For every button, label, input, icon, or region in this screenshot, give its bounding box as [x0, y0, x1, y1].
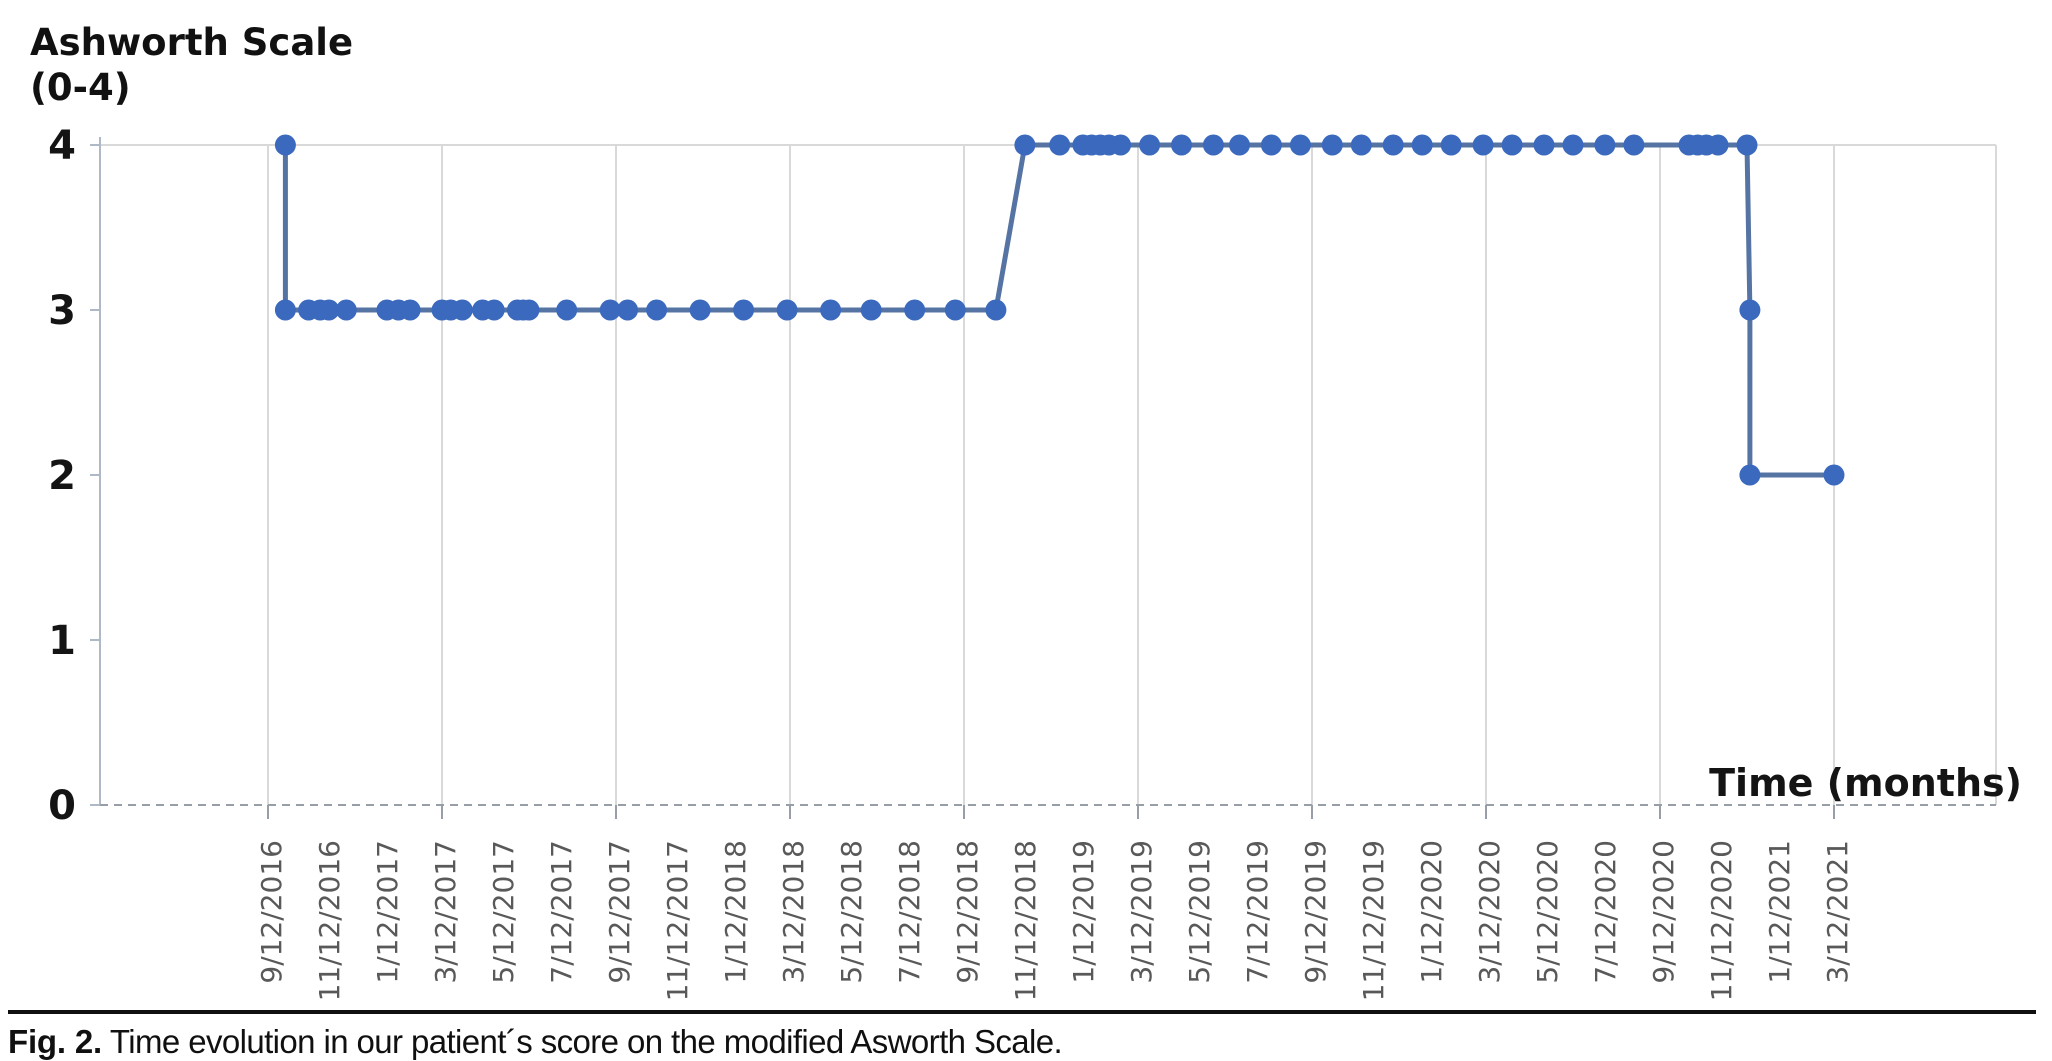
- y-tick-label: 2: [48, 453, 76, 499]
- x-tick-label: 1/12/2017: [371, 840, 404, 984]
- data-point: [274, 299, 296, 321]
- data-point: [1623, 134, 1645, 156]
- x-tick-label: 3/12/2020: [1473, 840, 1506, 984]
- x-axis-title: Time (months): [1709, 761, 2022, 805]
- data-point: [599, 299, 621, 321]
- data-point: [1533, 134, 1555, 156]
- x-tick-label: 7/12/2019: [1241, 840, 1274, 984]
- x-tick-label: 7/12/2020: [1589, 840, 1622, 984]
- x-tick-label: 11/12/2016: [313, 840, 346, 1001]
- data-point: [1707, 134, 1729, 156]
- x-tick-label: 3/12/2019: [1125, 840, 1158, 984]
- x-tick-label: 1/12/2018: [719, 840, 752, 984]
- data-point: [985, 299, 1007, 321]
- data-point: [1739, 299, 1761, 321]
- data-point: [1382, 134, 1404, 156]
- figure-caption-label: Fig. 2.: [8, 1023, 102, 1060]
- y-axis-title-line2: (0-4): [30, 66, 131, 109]
- data-point: [1594, 134, 1616, 156]
- x-tick-label: 7/12/2017: [545, 840, 578, 984]
- data-point: [1014, 134, 1036, 156]
- x-tick-label: 7/12/2018: [893, 840, 926, 984]
- data-point: [1472, 134, 1494, 156]
- x-tick-label: 3/12/2018: [777, 840, 810, 984]
- data-point: [1350, 134, 1372, 156]
- x-tick-label: 1/12/2021: [1763, 840, 1796, 984]
- data-point: [1289, 134, 1311, 156]
- data-point: [1501, 134, 1523, 156]
- y-axis-title-line1: Ashworth Scale: [30, 21, 354, 64]
- data-point: [451, 299, 473, 321]
- x-tick-label: 11/12/2020: [1705, 840, 1738, 1001]
- data-point: [1440, 134, 1462, 156]
- data-point: [1411, 134, 1433, 156]
- x-tick-label: 5/12/2020: [1531, 840, 1564, 984]
- data-point: [904, 299, 926, 321]
- data-point: [646, 299, 668, 321]
- x-tick-label: 9/12/2020: [1647, 840, 1680, 984]
- y-tick-label: 3: [48, 288, 76, 334]
- data-point: [617, 299, 639, 321]
- data-point: [860, 299, 882, 321]
- data-point: [1202, 134, 1224, 156]
- data-point: [1321, 134, 1343, 156]
- figure-caption: Fig. 2. Time evolution in our patient´s …: [8, 1010, 2036, 1061]
- data-point: [1139, 134, 1161, 156]
- data-point: [1171, 134, 1192, 156]
- x-tick-label: 9/12/2019: [1299, 840, 1332, 984]
- data-point: [944, 299, 966, 321]
- data-point: [1229, 134, 1250, 156]
- data-point: [1260, 134, 1282, 156]
- data-point: [518, 299, 540, 321]
- figure-caption-text: Time evolution in our patient´s score on…: [101, 1023, 1063, 1060]
- x-tick-label: 1/12/2020: [1415, 840, 1448, 984]
- x-tick-label: 5/12/2018: [835, 840, 868, 984]
- data-point: [733, 299, 755, 321]
- x-tick-label: 1/12/2019: [1067, 840, 1100, 984]
- x-tick-label: 3/12/2021: [1821, 840, 1854, 984]
- data-point: [1110, 134, 1132, 156]
- x-tick-label: 9/12/2016: [255, 840, 288, 984]
- data-point: [1739, 464, 1761, 486]
- y-tick-label: 4: [48, 123, 76, 169]
- data-point: [1823, 464, 1845, 486]
- data-point: [483, 299, 505, 321]
- ashworth-line-chart: 0 1 2 3 4 9/12/2016 11/12/2016 1/12/2017 3/12/20…: [48, 123, 2022, 1001]
- data-point: [1736, 134, 1758, 156]
- data-point: [556, 299, 578, 321]
- x-tick-label: 9/12/2017: [603, 840, 636, 984]
- x-tick-label: 11/12/2018: [1009, 840, 1042, 1001]
- data-point: [689, 299, 711, 321]
- y-axis-title: Ashworth Scale (0-4): [30, 20, 353, 110]
- data-point: [335, 299, 357, 321]
- x-tick-label: 11/12/2017: [661, 840, 694, 1001]
- x-tick-label: 5/12/2017: [487, 840, 520, 984]
- data-point: [274, 134, 296, 156]
- y-tick-label: 0: [48, 783, 76, 829]
- data-point: [1562, 134, 1584, 156]
- data-point: [1049, 134, 1071, 156]
- x-tick-label: 9/12/2018: [951, 840, 984, 984]
- x-tick-label: 11/12/2019: [1357, 840, 1390, 1001]
- data-point: [399, 299, 421, 321]
- y-tick-label: 1: [48, 618, 76, 664]
- data-point: [820, 299, 842, 321]
- data-point: [776, 299, 798, 321]
- x-tick-label: 3/12/2017: [429, 840, 462, 984]
- x-tick-label: 5/12/2019: [1183, 840, 1216, 984]
- data-point: [318, 299, 340, 321]
